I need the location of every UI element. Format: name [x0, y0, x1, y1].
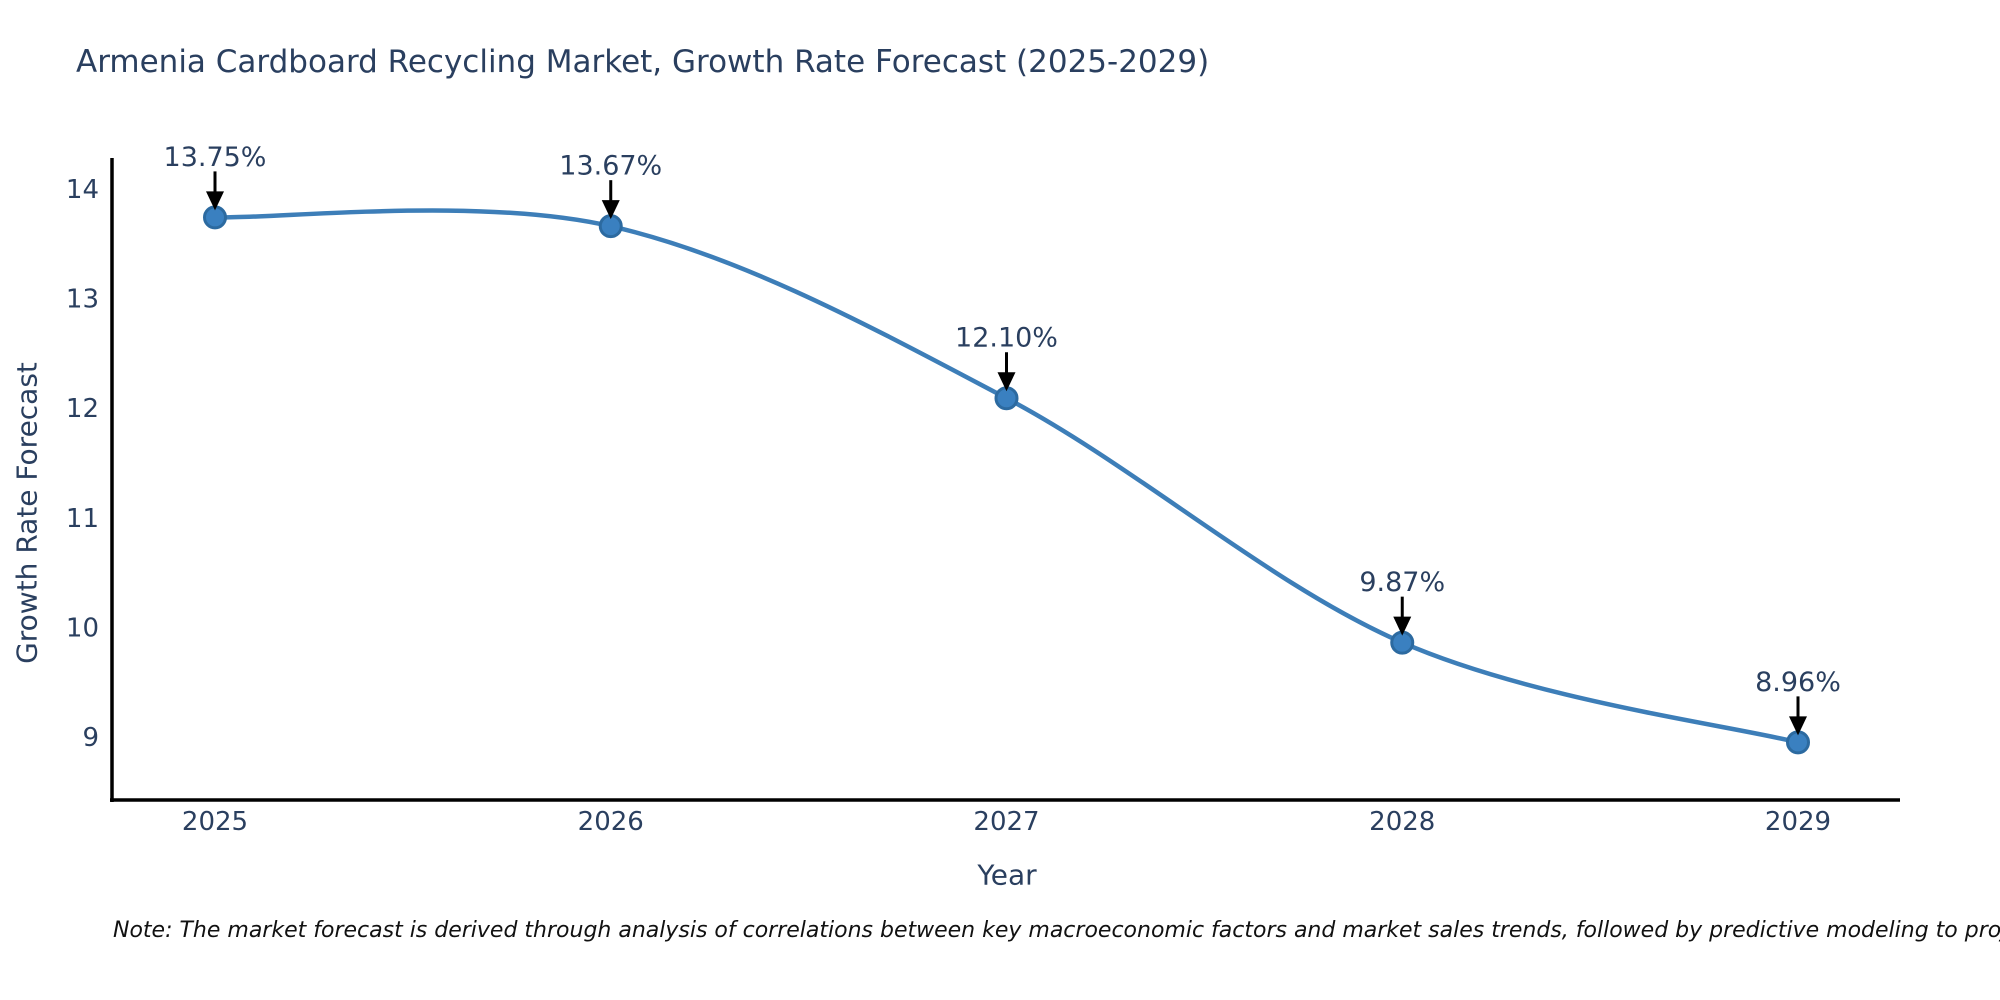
annotation-label: 13.67% [559, 151, 662, 182]
y-tick-label: 13 [66, 285, 99, 315]
annotation-arrowhead [1789, 716, 1807, 736]
y-tick-label: 14 [66, 175, 99, 205]
chart-footnote: Note: The market forecast is derived thr… [113, 918, 2000, 943]
x-tick-label: 2025 [182, 807, 248, 837]
chart-title: Armenia Cardboard Recycling Market, Grow… [76, 44, 1210, 80]
annotation-label: 9.87% [1359, 567, 1445, 598]
x-tick-label: 2029 [1765, 807, 1831, 837]
annotation-arrowhead [1393, 616, 1412, 636]
annotation-label: 8.96% [1755, 667, 1841, 698]
x-tick-label: 2028 [1369, 807, 1435, 837]
y-tick-label: 9 [82, 723, 99, 753]
x-tick-label: 2027 [973, 807, 1039, 837]
y-tick-label: 12 [66, 394, 99, 424]
annotation-arrowhead [997, 372, 1016, 392]
annotation-arrowhead [601, 200, 620, 220]
x-axis-title: Year [977, 858, 1037, 892]
annotation-label: 13.75% [164, 142, 267, 173]
trend-line [212, 208, 1801, 745]
annotation-arrowhead [206, 191, 224, 211]
x-tick-label: 2026 [578, 807, 644, 837]
y-tick-label: 11 [66, 504, 99, 534]
y-tick-label: 10 [66, 613, 99, 643]
annotation-label: 12.10% [955, 323, 1058, 354]
